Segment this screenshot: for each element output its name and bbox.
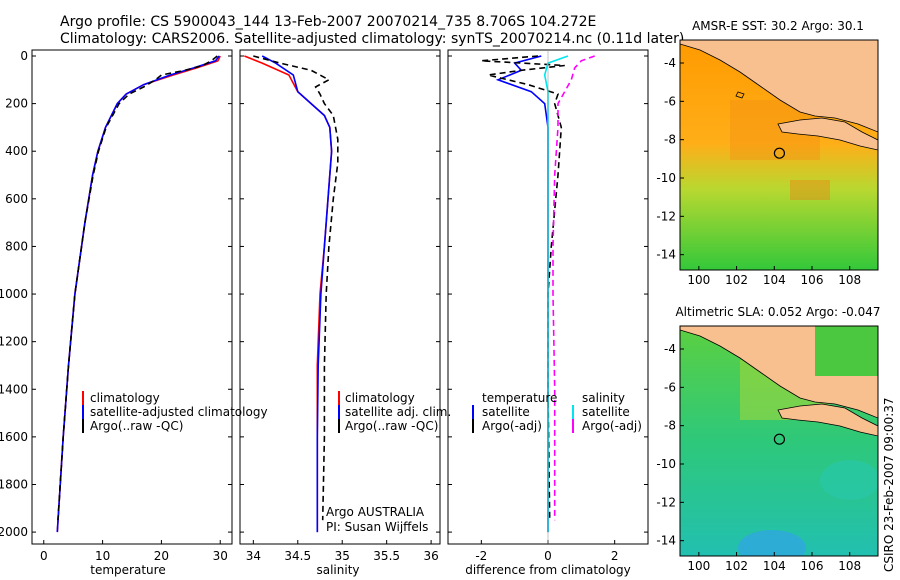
salinity-panel [239, 49, 441, 545]
sla-map-frame [679, 325, 879, 557]
legend-argo-label: Argo(..raw -QC) [345, 419, 438, 433]
x-tick-label: 34.5 [284, 549, 311, 563]
legend-temp-satellite-label: satellite [482, 405, 530, 419]
map-y-tick-label: -6 [664, 380, 676, 394]
y-tick-label: 600 [5, 192, 28, 206]
x-tick-label: 10 [95, 549, 110, 563]
header-line-1: Argo profile: CS 5900043_144 13-Feb-2007… [60, 14, 596, 30]
sst-map-frame [679, 39, 879, 271]
sst-map-axes: 100 102 104 106 108 -4 -6 -8 -10 -12 -14 [656, 56, 861, 287]
map-y-tick-label: -4 [664, 342, 676, 356]
header-line-2: Climatology: CARS2006. Satellite-adjuste… [60, 31, 684, 47]
series-line-argo-raw-qc- [253, 55, 339, 521]
temperature-xlabel: temperature [90, 563, 165, 577]
map-y-tick-label: -10 [656, 171, 676, 185]
difference-legend: temperature satellite Argo(-adj) salinit… [472, 391, 642, 433]
map-x-tick-label: 102 [725, 559, 748, 573]
java-landmass [777, 403, 878, 437]
sla-map-axes: 100 102 104 106 108 -4 -6 -8 -10 -12 -14 [656, 342, 861, 573]
x-tick-label: 35.5 [373, 549, 400, 563]
legend-sal-argo-label: Argo(-adj) [582, 419, 642, 433]
temperature-plot: 0 10 20 30 0 200 400 600 800 1000 1200 1400 1600 1800… [0, 49, 232, 563]
salinity-xlabel: salinity [316, 563, 359, 577]
x-tick-label: 36 [423, 549, 438, 563]
map-y-tick-label: -12 [656, 209, 676, 223]
argo-australia-annotation: Argo AUSTRALIA [326, 505, 425, 519]
pi-annotation: PI: Susan Wijffels [326, 520, 428, 534]
map-y-tick-label: -4 [664, 56, 676, 70]
java-landmass [777, 117, 878, 151]
y-tick-label: 0 [20, 49, 28, 63]
map-x-tick-label: 108 [838, 273, 861, 287]
sumatra-landmass [680, 40, 878, 133]
map-x-tick-label: 102 [725, 273, 748, 287]
temperature-legend: climatology satellite-adjusted climatolo… [82, 391, 268, 433]
y-tick-label: 400 [5, 144, 28, 158]
sla-map-title: Altimetric SLA: 0.052 Argo: -0.047 [675, 305, 880, 319]
y-tick-label: 1800 [0, 477, 28, 491]
map-x-tick-label: 100 [687, 559, 710, 573]
y-tick-label: 1200 [0, 335, 28, 349]
legend-temp-argo-label: Argo(-adj) [482, 419, 542, 433]
map-y-tick-label: -14 [656, 534, 676, 548]
ocean-patch [815, 326, 878, 376]
legend-satellite-label: satellite-adjusted climatology [90, 405, 268, 419]
legend-sal-satellite-label: satellite [582, 405, 630, 419]
sst-map-title: AMSR-E SST: 30.2 Argo: 30.1 [692, 19, 864, 33]
x-tick-label: 30 [213, 549, 228, 563]
sla-argo-location-marker [773, 433, 786, 445]
island [735, 91, 745, 99]
x-tick-label: 0 [40, 549, 48, 563]
csiro-timestamp: CSIRO 23-Feb-2007 09:00:37 [882, 397, 896, 572]
map-x-tick-label: 104 [763, 559, 786, 573]
legend-temperature-title: temperature [482, 391, 557, 405]
sst-argo-location-marker [773, 147, 786, 159]
salinity-plot: 34 34.5 35 35.5 36 [240, 55, 440, 563]
legend-climatology-label: climatology [345, 391, 415, 405]
y-tick-label: 1400 [0, 382, 28, 396]
legend-argo-label: Argo(..raw -QC) [90, 419, 183, 433]
salinity-legend: climatology satellite adj. clim. Argo(..… [338, 391, 451, 433]
x-tick-label: 35 [335, 549, 350, 563]
difference-xlabel: difference from climatology [465, 563, 631, 577]
map-y-tick-label: -10 [656, 457, 676, 471]
legend-satellite-label: satellite adj. clim. [345, 405, 451, 419]
difference-plot: -2 0 2 [448, 50, 648, 563]
map-y-tick-label: -8 [664, 419, 676, 433]
sla-map-field [680, 326, 878, 556]
map-x-tick-label: 104 [763, 273, 786, 287]
y-tick-label: 1000 [0, 287, 28, 301]
temperature-panel [31, 49, 233, 545]
map-y-tick-label: -8 [664, 133, 676, 147]
map-y-tick-label: -14 [656, 248, 676, 262]
series-line-argo-raw-qc- [57, 55, 218, 521]
map-x-tick-label: 106 [801, 559, 824, 573]
y-tick-label: 800 [5, 239, 28, 253]
y-tick-label: 2000 [0, 525, 28, 539]
legend-salinity-title: salinity [582, 391, 625, 405]
x-tick-label: 34 [246, 549, 261, 563]
series-line-satellite-adj-clim- [261, 55, 333, 533]
x-tick-label: 20 [154, 549, 169, 563]
map-y-tick-label: -12 [656, 495, 676, 509]
y-tick-label: 200 [5, 97, 28, 111]
legend-climatology-label: climatology [90, 391, 160, 405]
y-tick-label: 1600 [0, 430, 28, 444]
series-line-salinity-argo-adj- [552, 55, 595, 521]
x-tick-label: 2 [611, 549, 619, 563]
map-x-tick-label: 106 [801, 273, 824, 287]
sst-map-field [680, 40, 878, 270]
x-tick-label: -2 [475, 549, 487, 563]
map-x-tick-label: 108 [838, 559, 861, 573]
map-x-tick-label: 100 [687, 273, 710, 287]
x-tick-label: 0 [544, 549, 552, 563]
map-y-tick-label: -6 [664, 94, 676, 108]
